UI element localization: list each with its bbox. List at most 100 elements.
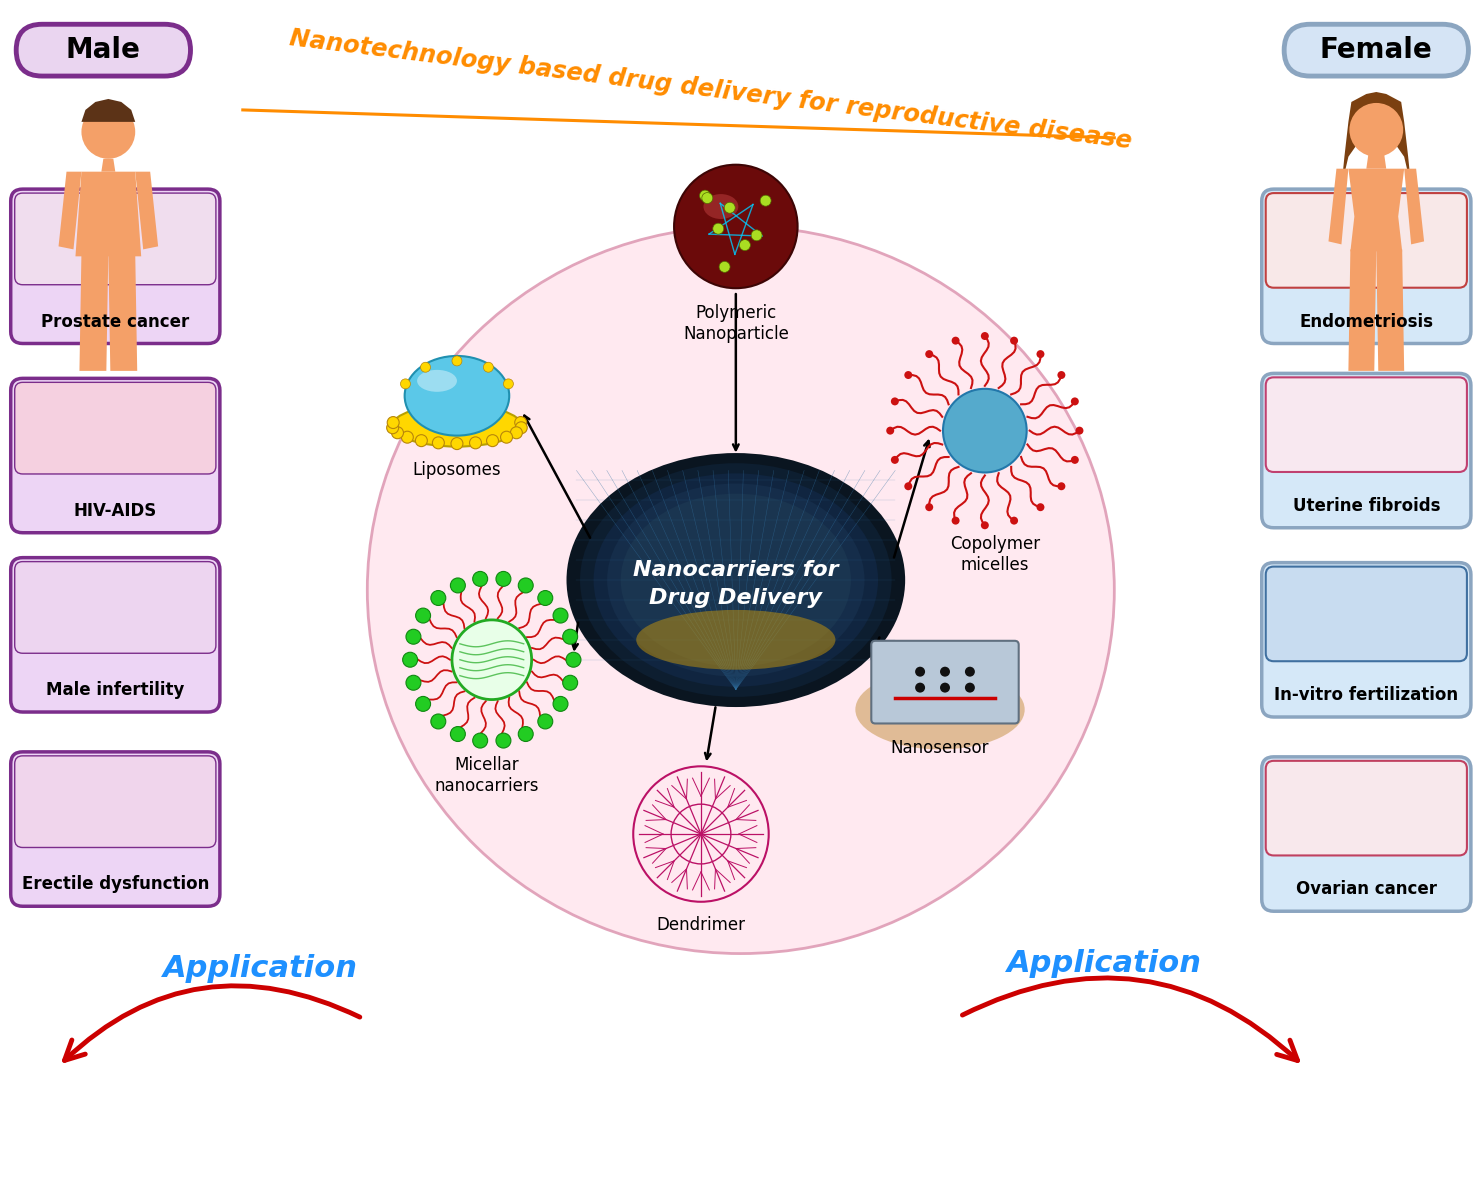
Polygon shape: [81, 100, 135, 122]
Circle shape: [1351, 105, 1402, 155]
Circle shape: [1350, 103, 1403, 156]
Text: Ovarian cancer: Ovarian cancer: [1296, 880, 1437, 898]
Circle shape: [500, 431, 512, 443]
Polygon shape: [1348, 168, 1405, 251]
Circle shape: [451, 620, 531, 699]
Ellipse shape: [417, 370, 457, 392]
Text: Male: Male: [67, 37, 141, 64]
Circle shape: [1057, 371, 1066, 379]
Circle shape: [724, 203, 736, 213]
Text: Endometriosis: Endometriosis: [1299, 313, 1433, 331]
Circle shape: [451, 437, 463, 449]
Circle shape: [1036, 350, 1045, 358]
Text: Uterine fibroids: Uterine fibroids: [1292, 497, 1440, 514]
FancyBboxPatch shape: [10, 558, 221, 712]
Text: Copolymer
micelles: Copolymer micelles: [950, 536, 1040, 574]
Text: Drug Delivery: Drug Delivery: [650, 588, 823, 608]
Text: Nanocarriers for: Nanocarriers for: [633, 561, 839, 581]
FancyBboxPatch shape: [1262, 373, 1471, 527]
Polygon shape: [1329, 168, 1348, 244]
Polygon shape: [1341, 92, 1410, 186]
Circle shape: [1009, 517, 1018, 525]
Circle shape: [406, 675, 420, 690]
Ellipse shape: [580, 463, 891, 697]
Polygon shape: [1376, 249, 1405, 371]
FancyBboxPatch shape: [1265, 566, 1467, 661]
FancyBboxPatch shape: [10, 190, 221, 344]
Circle shape: [431, 590, 445, 606]
Ellipse shape: [855, 670, 1024, 749]
Circle shape: [451, 356, 462, 366]
Circle shape: [484, 363, 493, 372]
Circle shape: [416, 435, 428, 447]
Circle shape: [915, 683, 925, 692]
Circle shape: [940, 667, 950, 677]
Ellipse shape: [404, 356, 509, 436]
Circle shape: [472, 571, 487, 587]
Text: Erectile dysfunction: Erectile dysfunction: [22, 876, 209, 893]
FancyArrowPatch shape: [962, 978, 1298, 1061]
FancyBboxPatch shape: [10, 378, 221, 533]
Circle shape: [403, 652, 417, 667]
Polygon shape: [1348, 249, 1376, 371]
Polygon shape: [1366, 155, 1387, 168]
Circle shape: [469, 437, 481, 449]
Ellipse shape: [367, 226, 1114, 954]
Ellipse shape: [703, 194, 739, 219]
Circle shape: [752, 230, 762, 241]
Circle shape: [965, 667, 975, 677]
Text: Female: Female: [1320, 37, 1433, 64]
Text: Liposomes: Liposomes: [413, 461, 502, 479]
FancyBboxPatch shape: [872, 641, 1018, 724]
Circle shape: [431, 715, 445, 729]
Text: Application: Application: [163, 954, 358, 984]
Circle shape: [562, 629, 577, 645]
Circle shape: [891, 397, 898, 405]
Circle shape: [81, 105, 135, 159]
FancyBboxPatch shape: [15, 383, 216, 474]
Polygon shape: [1405, 168, 1424, 244]
Circle shape: [472, 734, 487, 748]
FancyBboxPatch shape: [16, 24, 191, 76]
Circle shape: [1072, 397, 1079, 405]
Circle shape: [388, 417, 400, 429]
Circle shape: [713, 223, 724, 235]
Circle shape: [981, 521, 989, 530]
Ellipse shape: [567, 453, 906, 707]
Circle shape: [450, 578, 465, 592]
FancyBboxPatch shape: [15, 562, 216, 653]
Circle shape: [386, 422, 398, 434]
Circle shape: [496, 734, 511, 748]
Polygon shape: [101, 159, 115, 172]
Circle shape: [503, 379, 514, 389]
Circle shape: [952, 337, 959, 345]
Polygon shape: [75, 172, 141, 256]
Circle shape: [401, 431, 413, 443]
Polygon shape: [108, 254, 138, 371]
Circle shape: [673, 165, 798, 288]
Polygon shape: [59, 172, 81, 249]
Polygon shape: [80, 254, 108, 371]
FancyBboxPatch shape: [1262, 190, 1471, 344]
Circle shape: [925, 350, 934, 358]
Circle shape: [416, 608, 431, 623]
Circle shape: [891, 456, 898, 463]
Circle shape: [562, 675, 577, 690]
Circle shape: [740, 239, 750, 250]
Circle shape: [915, 667, 925, 677]
Circle shape: [401, 379, 410, 389]
FancyArrowPatch shape: [65, 986, 360, 1061]
Ellipse shape: [392, 405, 521, 447]
Text: Dendrimer: Dendrimer: [657, 916, 746, 934]
FancyBboxPatch shape: [1265, 193, 1467, 288]
FancyBboxPatch shape: [1265, 377, 1467, 472]
Circle shape: [981, 332, 989, 340]
Circle shape: [392, 427, 404, 438]
Circle shape: [1057, 482, 1066, 491]
Circle shape: [1076, 427, 1083, 435]
Ellipse shape: [593, 473, 878, 687]
Circle shape: [702, 193, 713, 204]
FancyBboxPatch shape: [15, 193, 216, 284]
Circle shape: [925, 504, 934, 511]
Circle shape: [1072, 456, 1079, 463]
